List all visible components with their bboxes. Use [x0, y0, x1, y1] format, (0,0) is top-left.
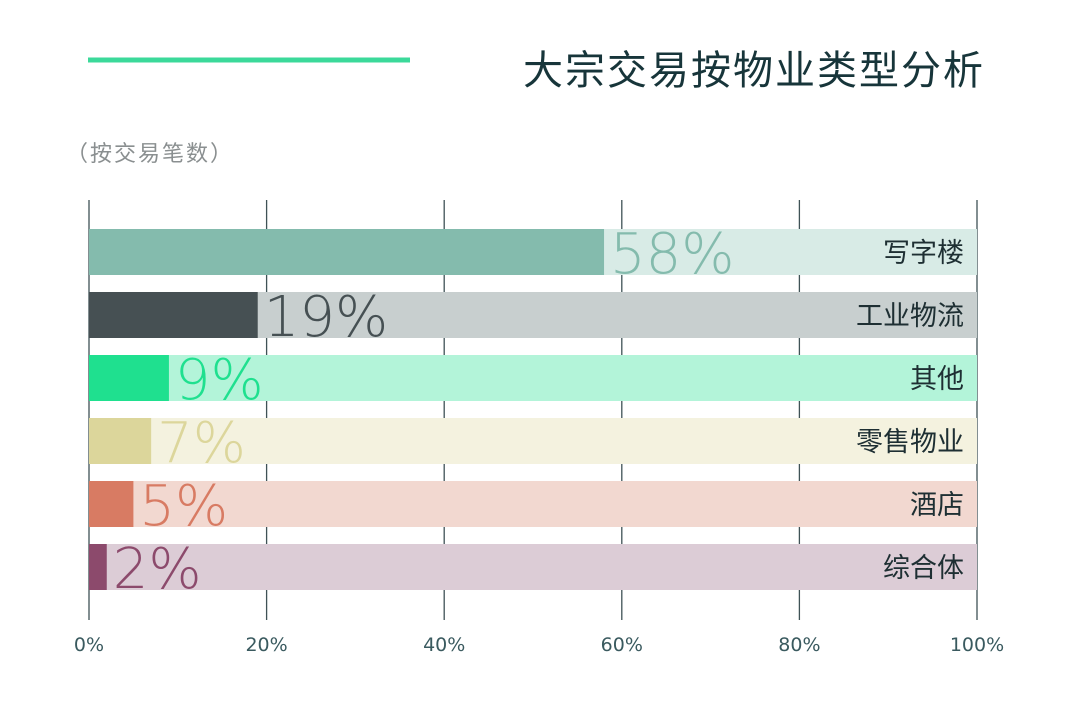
category-label: 零售物业 — [856, 427, 964, 458]
bar — [89, 292, 258, 338]
category-label: 工业物流 — [856, 301, 964, 332]
x-tick-label: 60% — [601, 634, 643, 656]
bars: 58% 写字楼 19% 工业物流 9% 其他 7% 零售物业 5% 酒店 2% 综合体 — [89, 222, 977, 602]
x-tick-label: 0% — [74, 634, 104, 656]
bar-track — [89, 544, 977, 590]
value-label: 9% — [175, 348, 264, 413]
bar — [89, 229, 605, 275]
bar — [89, 355, 169, 401]
value-label: 2% — [113, 537, 202, 602]
bar — [89, 481, 134, 527]
bar-track — [89, 355, 977, 401]
value-label: 58% — [610, 222, 734, 287]
bar — [89, 418, 152, 464]
value-label: 19% — [264, 285, 388, 350]
x-axis: 0% 20% 40% 60% 80% 100% — [74, 634, 1004, 656]
category-label: 写字楼 — [883, 238, 964, 269]
bar — [89, 544, 107, 590]
value-label: 5% — [139, 474, 228, 539]
x-tick-label: 40% — [423, 634, 465, 656]
bar-track — [89, 481, 977, 527]
category-label: 酒店 — [910, 490, 964, 521]
x-tick-label: 100% — [950, 634, 1004, 656]
chart-title: 大宗交易按物业类型分析 — [523, 48, 985, 94]
bar-track — [89, 418, 977, 464]
chart-subtitle: （按交易笔数） — [66, 142, 234, 167]
category-label: 其他 — [910, 364, 964, 395]
x-tick-label: 20% — [245, 634, 287, 656]
x-tick-label: 80% — [778, 634, 820, 656]
value-label: 7% — [157, 411, 246, 476]
category-label: 综合体 — [883, 553, 964, 584]
